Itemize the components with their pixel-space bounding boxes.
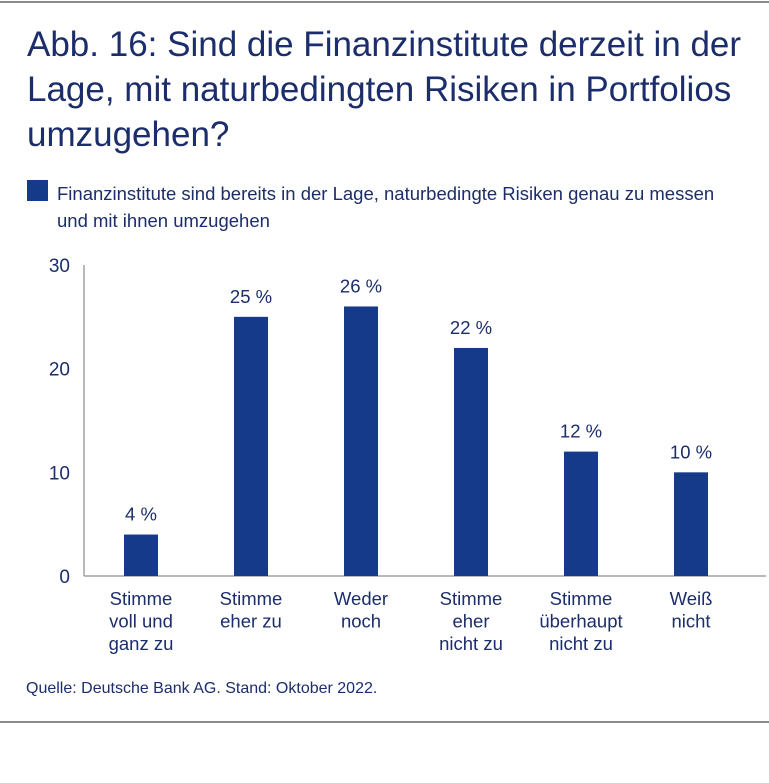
bar	[124, 534, 158, 576]
y-tick-label: 0	[59, 567, 70, 588]
legend-swatch	[27, 180, 48, 201]
data-label: 12 %	[560, 421, 602, 442]
data-label: 25 %	[230, 286, 272, 307]
y-tick-label: 20	[49, 360, 70, 381]
data-label: 22 %	[450, 317, 492, 338]
bar	[234, 316, 268, 576]
data-label: 10 %	[670, 441, 712, 462]
chart-title: Abb. 16: Sind die Finanzinstitute derzei…	[27, 25, 742, 154]
x-tick-label: Weiß nicht	[670, 588, 713, 632]
source-note: Quelle: Deutsche Bank AG. Stand: Oktober…	[26, 680, 378, 697]
bar	[344, 306, 378, 576]
x-tick-label: Stimme voll und ganz zu	[109, 588, 174, 654]
x-tick-label: Stimme eher nicht zu	[439, 588, 503, 654]
x-tick-label: Stimme eher zu	[220, 588, 283, 632]
bar	[564, 451, 598, 576]
data-label: 4 %	[125, 504, 157, 525]
bar	[454, 347, 488, 576]
bar	[674, 472, 708, 576]
x-tick-label: Stimme überhaupt nicht zu	[539, 588, 622, 654]
bottom-rule	[0, 721, 769, 723]
y-tick-label: 30	[49, 256, 70, 277]
y-tick-label: 10	[49, 463, 70, 484]
top-rule	[0, 1, 769, 3]
x-tick-label: Weder noch	[334, 588, 388, 632]
legend-label: Finanzinstitute sind bereits in der Lage…	[57, 183, 715, 231]
data-label: 26 %	[340, 275, 382, 296]
